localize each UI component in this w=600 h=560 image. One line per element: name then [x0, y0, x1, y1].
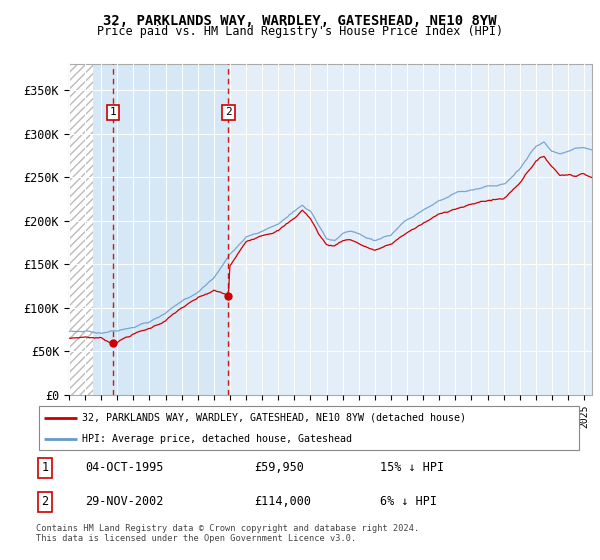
- Text: 1: 1: [110, 108, 116, 117]
- Bar: [93, 64, 230, 395]
- Text: 32, PARKLANDS WAY, WARDLEY, GATESHEAD, NE10 8YW: 32, PARKLANDS WAY, WARDLEY, GATESHEAD, N…: [103, 14, 497, 28]
- FancyBboxPatch shape: [39, 406, 579, 450]
- Text: 2: 2: [41, 496, 49, 508]
- Text: 6% ↓ HPI: 6% ↓ HPI: [380, 496, 437, 508]
- Text: HPI: Average price, detached house, Gateshead: HPI: Average price, detached house, Gate…: [82, 435, 352, 444]
- Text: Price paid vs. HM Land Registry's House Price Index (HPI): Price paid vs. HM Land Registry's House …: [97, 25, 503, 38]
- Text: Contains HM Land Registry data © Crown copyright and database right 2024.
This d: Contains HM Land Registry data © Crown c…: [36, 524, 419, 543]
- Text: 1: 1: [41, 461, 49, 474]
- Text: 2: 2: [225, 108, 232, 117]
- Text: 29-NOV-2002: 29-NOV-2002: [85, 496, 164, 508]
- Text: 15% ↓ HPI: 15% ↓ HPI: [380, 461, 444, 474]
- Text: £59,950: £59,950: [254, 461, 304, 474]
- Bar: [230, 64, 592, 395]
- Text: 04-OCT-1995: 04-OCT-1995: [85, 461, 164, 474]
- Text: £114,000: £114,000: [254, 496, 311, 508]
- Text: 32, PARKLANDS WAY, WARDLEY, GATESHEAD, NE10 8YW (detached house): 32, PARKLANDS WAY, WARDLEY, GATESHEAD, N…: [82, 413, 466, 423]
